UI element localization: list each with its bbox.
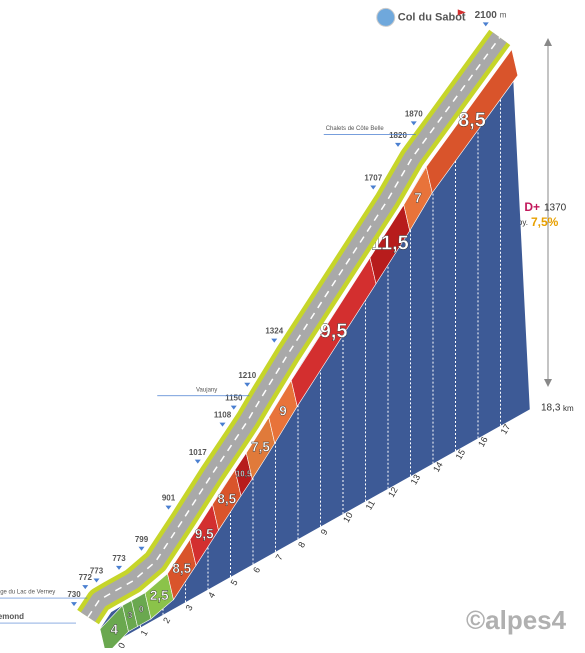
gradient-segment — [425, 48, 519, 194]
km-tick-label: 3 — [184, 603, 195, 612]
arrow-head — [544, 38, 552, 46]
arrow-head — [544, 379, 552, 387]
altitude-marker — [244, 382, 251, 387]
altitude-marker — [482, 22, 489, 27]
gradient-label: 8,5 — [217, 492, 236, 507]
altitude-label: 730 — [67, 590, 81, 599]
km-tick-label: 6 — [251, 565, 262, 574]
altitude-marker — [219, 422, 226, 427]
place-label: Vaujany — [196, 387, 217, 393]
altitude-label: 1324 — [265, 327, 283, 336]
gradient-label: 8,5 — [458, 109, 486, 131]
gradient-label: 8,5 — [172, 561, 191, 576]
altitude-label: 1108 — [214, 411, 232, 420]
altitude-marker — [194, 459, 201, 464]
altitude-marker — [93, 578, 100, 583]
km-tick-label: 10 — [341, 511, 355, 525]
km-tick-label: 8 — [296, 540, 307, 549]
gradient-label: 9,5 — [195, 526, 214, 541]
altitude-marker — [271, 338, 278, 343]
km-tick-label: 17 — [499, 422, 513, 436]
gradient-label: 2,5 — [150, 588, 169, 603]
altitude-marker — [395, 142, 401, 147]
climb-label: D+ — [524, 200, 540, 214]
altitude-marker — [138, 546, 145, 551]
km-tick-label: 5 — [229, 578, 240, 587]
altitude-label: 1150 — [225, 394, 243, 403]
altitude-label: 799 — [135, 535, 149, 544]
distance-unit: km — [563, 404, 574, 413]
altitude-marker — [165, 505, 172, 510]
km-tick-label: 4 — [206, 590, 217, 599]
km-tick-label: 2 — [161, 616, 172, 625]
place-label: Chalets de Côte Belle — [326, 126, 385, 132]
altitude-marker — [370, 185, 377, 190]
km-tick-label: 16 — [476, 435, 490, 449]
gradient-label: 3 — [128, 611, 133, 620]
altitude-marker — [410, 121, 417, 126]
altitude-label: 1210 — [238, 371, 256, 380]
km-tick-label: 14 — [431, 460, 445, 474]
place-label: Barrage du Lac de Verney — [0, 590, 55, 596]
summit-flag — [457, 9, 466, 16]
km-tick-label: 13 — [409, 473, 423, 487]
climb-value: 1370 — [544, 203, 567, 214]
altitude-label: 773 — [90, 567, 104, 576]
km-tick-label: 12 — [386, 485, 400, 499]
altitude-label: 1820 — [389, 131, 407, 140]
road-centerline — [87, 36, 501, 618]
km-tick-label: 15 — [454, 448, 468, 462]
km-tick-label: 11 — [364, 498, 377, 511]
gradient-label: 9 — [279, 403, 287, 418]
altitude-marker — [82, 585, 89, 590]
altitude-label: 2100 — [475, 10, 498, 21]
altitude-label: 1017 — [189, 448, 207, 457]
watermark: ©alpes4 — [466, 605, 567, 635]
altitude-marker — [116, 565, 122, 570]
km-tick-label: 9 — [319, 527, 330, 536]
gradient-label: 7,5 — [251, 440, 270, 455]
altitude-label: 772 — [79, 573, 93, 582]
place-label: Col du Sabot — [398, 11, 466, 23]
km-tick-label: 1 — [139, 628, 150, 637]
average-value: 7,5% — [531, 215, 559, 229]
altitude-label: 773 — [112, 554, 126, 563]
distance-value: 18,3 — [541, 403, 561, 414]
gradient-label: 7 — [414, 190, 422, 205]
gradient-label: 11,5 — [371, 233, 409, 255]
altitude-label: 1870 — [405, 109, 423, 118]
km-tick-label: 7 — [274, 553, 285, 562]
gradient-label: 0 — [139, 605, 144, 614]
altitude-marker — [230, 405, 237, 410]
gradient-label: 10,5 — [236, 469, 252, 478]
gradient-label: 9,5 — [320, 320, 348, 342]
altitude-label: 901 — [162, 494, 176, 503]
altitude-label: 1707 — [364, 174, 382, 183]
summit-icon — [376, 7, 396, 27]
place-label: Allemond — [0, 612, 24, 621]
km-tick-label: 0 — [116, 641, 127, 648]
gradient-label: 4 — [110, 622, 118, 637]
elevation-unit: m — [500, 11, 507, 20]
altitude-marker — [71, 602, 77, 607]
